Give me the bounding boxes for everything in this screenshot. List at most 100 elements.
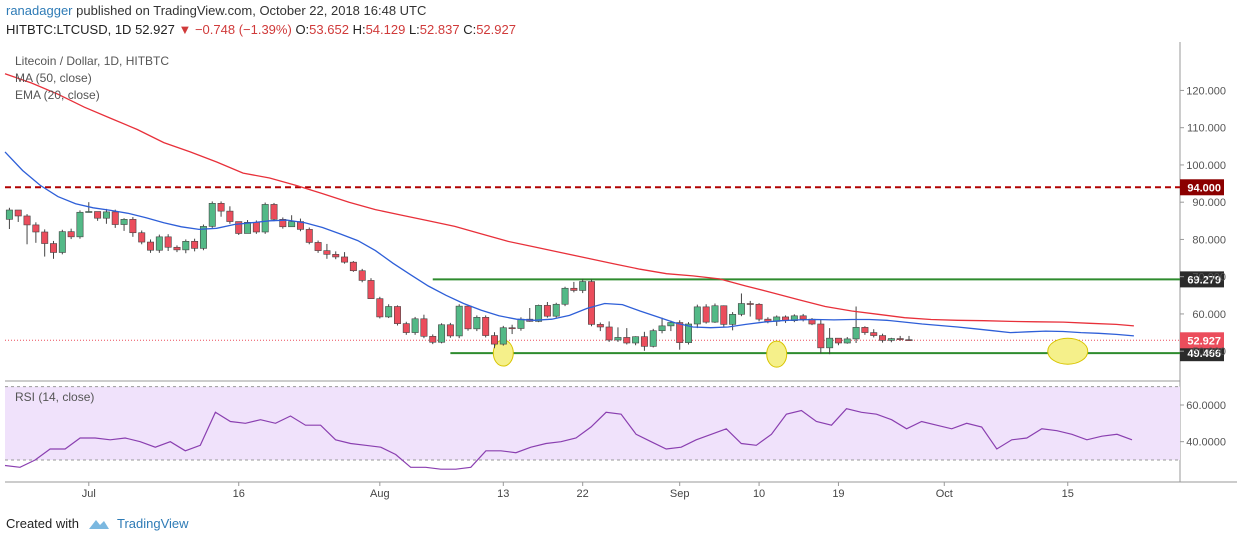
candle [314,240,322,253]
candle [658,317,666,334]
candle-body [702,306,710,323]
ma50-line [4,73,1134,327]
level-label: 49.466 [1187,348,1221,360]
candle [737,293,745,317]
candle-body [640,336,648,347]
candle-body [887,338,895,341]
candle [852,306,860,344]
candle-body [288,221,296,228]
candle-body [667,322,675,327]
candle [58,229,66,255]
indicator-lines [4,73,1134,337]
candle [905,335,913,341]
ema-legend[interactable]: EMA (20, close) [15,88,100,102]
candle-body [314,242,322,251]
candle-body [623,337,631,344]
candle [429,334,437,345]
candle-body [411,318,419,333]
candle [482,315,490,338]
support-highlight [766,340,788,368]
candlestick-series [5,201,913,355]
symbol-label: HITBTC:LTCUSD, 1D [6,22,132,37]
down-arrow-icon: ▼ [178,22,192,37]
candle-body [676,322,684,343]
ohlc-low: 52.837 [419,22,460,37]
candle [23,214,31,245]
candle-body [120,219,128,225]
candle-body [517,318,525,329]
candle [711,303,719,323]
candle-body [455,305,463,337]
candle-body [896,338,904,340]
created-with-label: Created with [6,516,79,531]
candle-body [270,204,278,220]
candle [473,315,481,332]
candle [543,302,551,318]
price-tick-label: 100.000 [1186,160,1226,172]
candle [191,238,199,252]
last-price: 52.927 [135,22,175,37]
candle-body [155,236,163,251]
candle-body [261,204,269,233]
candle-body [332,254,340,258]
ohlc-close-label: C: [463,22,477,37]
date-label: 16 [233,488,245,500]
level-label-bg [1180,332,1224,349]
date-label: Oct [936,488,953,500]
candle [720,305,728,327]
candle-body [446,324,454,337]
candle [67,228,75,240]
footer: Created with TradingView [6,516,189,531]
rsi-legend[interactable]: RSI (14, close) [15,390,95,404]
candle [605,321,613,342]
level-label: 52.927 [1187,335,1221,347]
candle-body [94,211,102,219]
candle [861,326,869,335]
candle-body [367,280,375,299]
level-label-bg [1180,179,1224,196]
candle-body [50,243,57,253]
candle [14,209,22,222]
candle-body [5,209,13,220]
ma-legend[interactable]: MA (50, close) [15,71,92,85]
candle-body [473,316,481,330]
candle-body [552,303,560,317]
author-link[interactable]: ranadagger [6,3,73,18]
candle [896,335,904,341]
candle-body [799,315,807,320]
candle [358,268,366,283]
candle [561,286,569,307]
candle-body [102,211,110,219]
candle [296,218,304,232]
candle-body [570,287,578,291]
candle-body [870,332,878,336]
candle-body [685,323,692,343]
candle [790,314,798,323]
candle [279,217,287,229]
candle-body [199,226,207,249]
candle-body [58,231,66,253]
candle [50,240,57,259]
tradingview-link[interactable]: TradingView [116,516,189,531]
candle-body [402,323,410,333]
candle [834,337,842,346]
candle [676,320,684,350]
candle-body [252,222,260,233]
rsi-band [5,386,1180,460]
date-label: Sep [670,488,690,500]
date-label: 19 [832,488,844,500]
candle [826,328,834,355]
candle [111,209,119,228]
candle-body [711,305,719,323]
candle-body [385,306,393,318]
price-tick-label: 50.000 [1192,346,1226,358]
candle-body [32,224,40,233]
candle [870,329,878,338]
candle [702,304,710,324]
candle [887,337,895,343]
candle-body [349,261,357,272]
candle-body [208,203,216,227]
candle [261,202,269,234]
candle [782,315,790,323]
